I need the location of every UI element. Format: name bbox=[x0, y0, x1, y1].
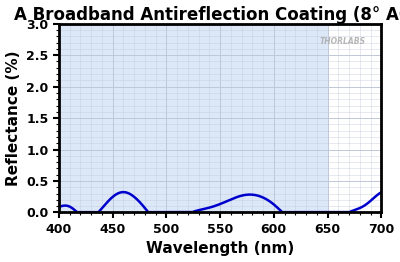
Bar bbox=[354, 24, 381, 212]
Text: THORLABS: THORLABS bbox=[320, 37, 366, 46]
Y-axis label: Reflectance (%): Reflectance (%) bbox=[6, 50, 20, 186]
Title: A Broadband Antireflection Coating (8° AOI): A Broadband Antireflection Coating (8° A… bbox=[14, 6, 400, 24]
X-axis label: Wavelength (nm): Wavelength (nm) bbox=[146, 242, 294, 256]
Bar bbox=[328, 24, 381, 212]
